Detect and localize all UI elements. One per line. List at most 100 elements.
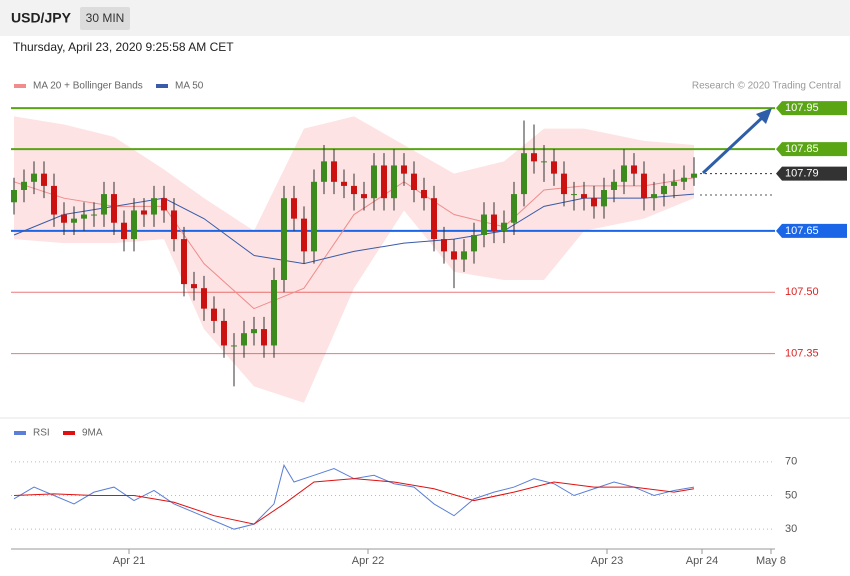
candle-body: [371, 165, 377, 199]
level-label: 107.50: [785, 286, 819, 298]
y-tick-label: 70: [785, 456, 797, 468]
legend-swatch: [14, 431, 26, 435]
ma-line: [13, 193, 695, 265]
candle-body: [151, 198, 157, 215]
candle-body: [451, 251, 457, 260]
candle-body: [681, 177, 687, 182]
candle-body: [221, 320, 227, 346]
candle-body: [141, 210, 147, 215]
legend-label: MA 20 + Bollinger Bands: [33, 81, 143, 92]
candle-body: [81, 214, 87, 219]
candle-body: [251, 329, 257, 334]
timeframe-badge[interactable]: [80, 7, 130, 30]
forecast-arrow: [701, 114, 766, 175]
candle-body: [71, 218, 77, 223]
candle-body: [101, 194, 107, 215]
candle-body: [401, 165, 407, 174]
level-tag: [776, 101, 847, 116]
candle-body: [631, 165, 637, 174]
candle-body: [341, 181, 347, 186]
candle-body: [211, 308, 217, 321]
candle-body: [521, 153, 527, 195]
legend-label: MA 50: [175, 81, 204, 92]
candle-body: [611, 181, 617, 190]
candle-body: [91, 214, 97, 216]
candle-body: [21, 181, 27, 190]
candle-body: [311, 181, 317, 252]
price-panel: 107.95 107.85 107.79 107.65 107.50 107.35 MA 2…: [11, 81, 847, 403]
candle-body: [601, 190, 607, 207]
level-label: 107.79: [785, 168, 819, 180]
legend-label: RSI: [33, 428, 50, 439]
level-label: 107.85: [785, 143, 819, 155]
candle-body: [171, 210, 177, 240]
candle-body: [331, 161, 337, 182]
candle-body: [641, 173, 647, 199]
candle-body: [591, 198, 597, 207]
candle-body: [191, 284, 197, 289]
candle-body: [241, 333, 247, 346]
candle-body: [231, 345, 237, 347]
chart-title: USD/JPY: [11, 10, 72, 26]
candle-body: [61, 214, 67, 223]
candle-body: [411, 173, 417, 190]
level-label: 107.95: [785, 102, 819, 114]
credit: Research © 2020 Trading Central: [692, 81, 841, 92]
rsi-line: [13, 463, 695, 530]
candle-body: [131, 210, 137, 240]
candle-body: [111, 194, 117, 223]
legend-swatch: [63, 431, 75, 435]
candle-body: [671, 181, 677, 186]
candle-body: [621, 165, 627, 182]
candle-body: [471, 235, 477, 252]
ma-line: [13, 177, 695, 310]
x-tick-label: Apr 22: [352, 555, 384, 567]
candle-body: [361, 194, 367, 199]
candle-body: [511, 194, 517, 223]
candle-body: [51, 185, 57, 215]
candle-body: [201, 288, 207, 309]
candle-body: [181, 239, 187, 285]
candle-body: [31, 173, 37, 182]
candle-body: [161, 198, 167, 211]
x-tick-label: Apr 21: [113, 555, 145, 567]
y-tick-label: 50: [785, 489, 797, 501]
candle-body: [421, 190, 427, 199]
candle-body: [281, 198, 287, 280]
candle-body: [581, 194, 587, 199]
timeframe: 30 MIN: [86, 11, 125, 25]
candle-body: [551, 161, 557, 174]
candle-body: [391, 165, 397, 199]
candle-body: [291, 198, 297, 219]
level-tag: [776, 223, 847, 238]
candle-body: [41, 173, 47, 186]
candle-body: [501, 222, 507, 231]
x-tick-label: Apr 24: [686, 555, 718, 567]
candle-body: [351, 185, 357, 195]
candle-body: [441, 239, 447, 252]
candle-body: [271, 280, 277, 346]
legend-swatch: [156, 84, 168, 88]
candle-body: [381, 165, 387, 199]
candle-body: [661, 185, 667, 195]
candle-body: [261, 329, 267, 346]
candle-body: [561, 173, 567, 195]
candle-body: [691, 173, 697, 178]
x-tick-label: Apr 23: [591, 555, 623, 567]
candle-body: [651, 194, 657, 199]
rsi-panel: 30 50 70 Apr 21 Apr 22 Apr 23 Apr 24 May 8 RSI 9M…: [11, 428, 797, 567]
candle-body: [491, 214, 497, 231]
candle-body: [481, 214, 487, 235]
y-tick-label: 30: [785, 523, 797, 535]
level-tag: [776, 166, 847, 181]
level-label: 107.35: [785, 348, 819, 360]
candle-body: [431, 198, 437, 240]
candle-body: [571, 194, 577, 196]
candle-body: [461, 251, 467, 260]
level-label: 107.65: [785, 225, 819, 237]
legend-swatch: [14, 84, 26, 88]
legend-label: 9MA: [82, 428, 103, 439]
candle-body: [301, 218, 307, 252]
subtitle: Thursday, April 23, 2020 9:25:58 AM CET: [13, 40, 234, 54]
